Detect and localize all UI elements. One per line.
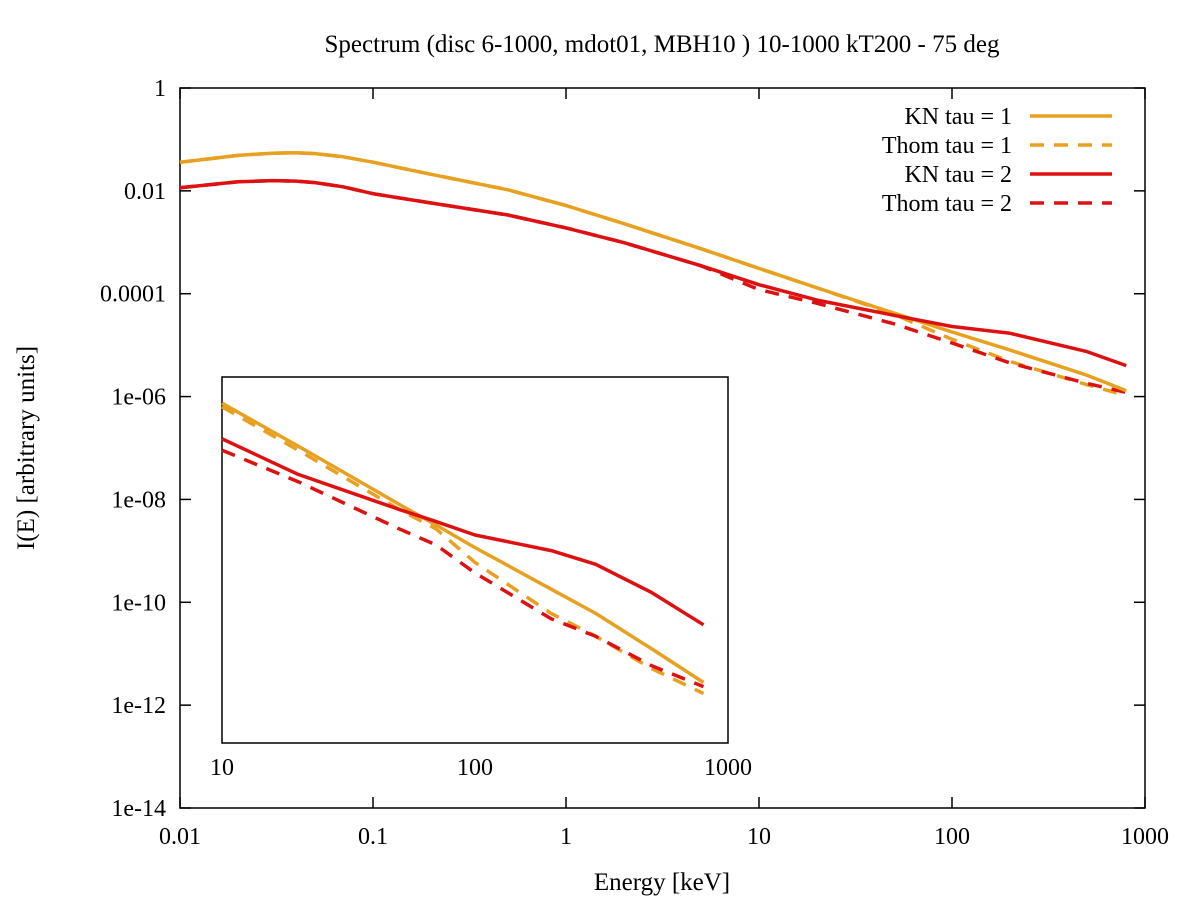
x-tick-label: 10 — [747, 824, 771, 850]
y-tick-label: 1e-06 — [111, 385, 166, 411]
y-tick-label: 0.01 — [124, 179, 166, 205]
legend-label-kn-tau-1: KN tau = 1 — [904, 104, 1012, 130]
chart-title: Spectrum (disc 6-1000, mdot01, MBH10 ) 1… — [325, 31, 1000, 58]
legend-label-kn-tau-2: KN tau = 2 — [904, 162, 1012, 188]
x-axis-label: Energy [keV] — [594, 869, 730, 896]
y-tick-label: 0.0001 — [100, 282, 166, 308]
inset-frame — [221, 376, 729, 744]
x-tick-label: 0.1 — [358, 824, 388, 850]
x-tick-label: 1 — [560, 824, 572, 850]
inset-x-tick-label: 100 — [457, 755, 493, 781]
legend: KN tau = 1 Thom tau = 1 KN tau = 2 Thom tau… — [882, 104, 1112, 217]
plot-frame — [179, 87, 1146, 809]
legend-label-thom-tau-1: Thom tau = 1 — [882, 133, 1012, 159]
inset-x-tick-label: 10 — [210, 755, 234, 781]
legend-label-thom-tau-2: Thom tau = 2 — [882, 191, 1012, 217]
y-tick-label: 1e-14 — [111, 796, 166, 822]
x-tick-label: 0.01 — [159, 824, 201, 850]
y-tick-label: 1e-10 — [111, 590, 166, 616]
x-tick-label: 100 — [934, 824, 970, 850]
main-series — [179, 151, 1127, 398]
x-tick-label: 1000 — [1121, 824, 1169, 850]
y-axis-label: I(E) [arbitrary units] — [13, 346, 40, 550]
inset-series-line-thom-tau-2 — [221, 448, 705, 689]
main-axes: 0.01 0.1 1 10 100 1000 1 0.01 0.0001 1e-06 1e-08 1e… — [100, 76, 1169, 850]
series-line-kn-tau-1 — [179, 151, 1127, 393]
y-tick-label: 1e-08 — [111, 487, 166, 513]
inset-series-line-kn-tau-1 — [221, 401, 705, 684]
y-tick-label: 1e-12 — [111, 693, 166, 719]
series-line-kn-tau-2 — [179, 178, 1127, 368]
inset-plot: 10 100 1000 — [210, 376, 752, 781]
series-line-thom-tau-1 — [179, 151, 1127, 398]
inset-series-line-kn-tau-2 — [221, 437, 705, 627]
inset-x-tick-label: 1000 — [704, 755, 752, 781]
y-tick-label: 1 — [154, 76, 166, 102]
